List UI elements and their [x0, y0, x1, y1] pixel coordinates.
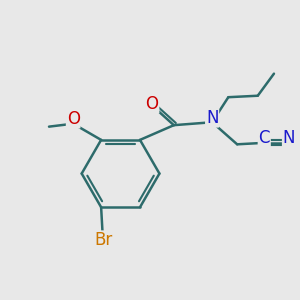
- Text: Br: Br: [94, 231, 112, 249]
- Text: O: O: [146, 95, 159, 113]
- Text: C: C: [259, 129, 270, 147]
- Text: O: O: [67, 110, 80, 128]
- Text: N: N: [283, 129, 295, 147]
- Text: N: N: [206, 109, 218, 127]
